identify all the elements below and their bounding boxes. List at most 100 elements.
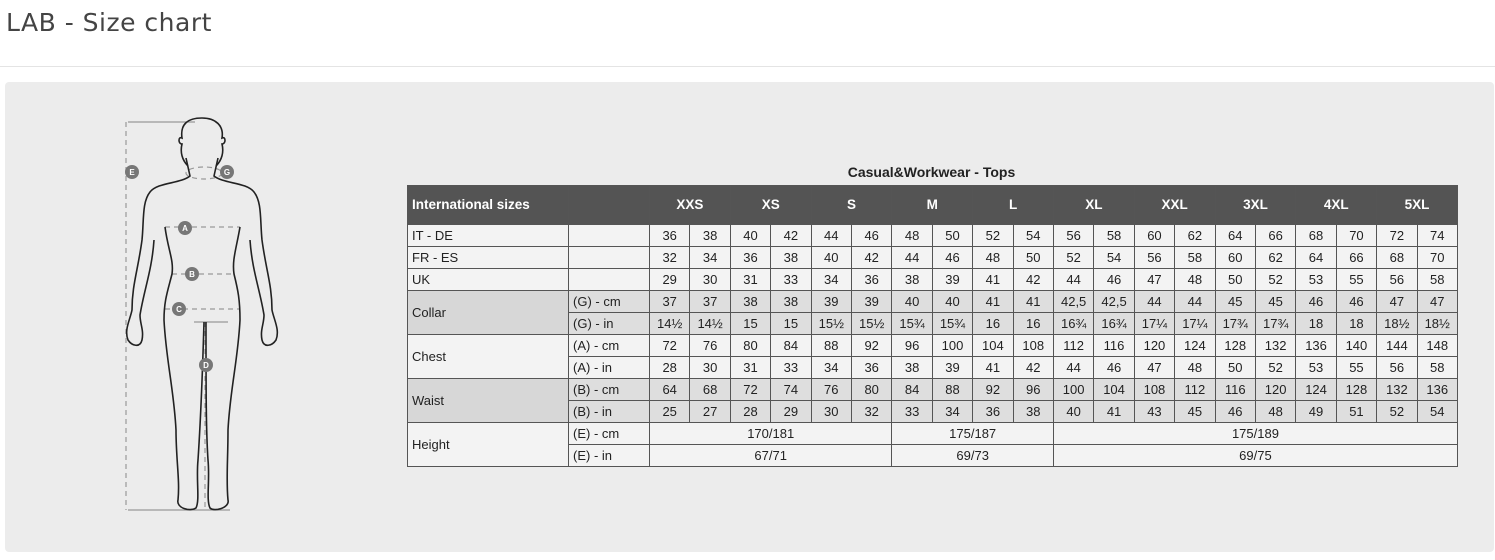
value-cell: 33 [770,356,812,379]
value-cell-span: 170/181 [648,422,893,445]
value-cell-span: 69/73 [891,444,1054,467]
value-cell: 80 [850,378,893,401]
value-cell: 44 [810,224,852,247]
value-cell: 42 [850,246,893,269]
value-cell: 32 [648,246,691,269]
value-cell: 136 [1416,378,1458,401]
row-unit [568,268,650,291]
row-unit: (G) - cm [568,290,650,313]
size-table: International sizes XXS XS S M L XL XXL 3XL 4XL 5X… [407,185,1458,467]
row-unit: (E) - in [568,444,650,467]
value-cell: 60 [1133,224,1176,247]
value-cell: 70 [1335,224,1378,247]
value-cell: 29 [648,268,691,291]
value-cell: 48 [1174,268,1216,291]
table-row: Height (E) - cm 170/181 175/187 175/189 [407,422,1458,467]
value-cell: 92 [972,378,1014,401]
value-cell: 46 [1093,356,1135,379]
value-cell: 84 [770,334,812,357]
value-cell: 88 [810,334,852,357]
value-cell: 41 [972,290,1014,313]
value-cell: 17¾ [1254,312,1297,335]
value-cell: 50 [931,224,974,247]
value-cell: 54 [1416,400,1458,423]
value-cell: 34 [689,246,731,269]
value-cell-span: 175/189 [1052,422,1458,445]
value-cell: 72 [729,378,772,401]
value-cell: 39 [810,290,852,313]
svg-text:D: D [203,361,209,370]
value-cell: 40 [891,290,933,313]
value-cell: 31 [729,356,772,379]
value-cell: 64 [1214,224,1256,247]
value-cell: 96 [891,334,933,357]
value-cell: 30 [810,400,852,423]
value-cell: 38 [1012,400,1054,423]
row-label: Waist [407,378,569,423]
marker-c [172,302,186,316]
value-cell: 36 [972,400,1014,423]
value-cell: 92 [850,334,893,357]
svg-text:G: G [224,168,230,177]
value-cell: 34 [810,356,852,379]
value-cell: 17¼ [1133,312,1176,335]
value-cell: 56 [1133,246,1176,269]
value-cell: 100 [1052,378,1095,401]
value-cell: 48 [891,224,933,247]
header-size-5xl: 5XL [1376,185,1458,225]
value-cell: 34 [810,268,852,291]
value-cell: 45 [1214,290,1256,313]
value-cell: 148 [1416,334,1458,357]
value-cell: 48 [972,246,1014,269]
value-cell: 42 [1012,268,1054,291]
value-cell: 124 [1295,378,1337,401]
value-cell: 50 [1214,268,1256,291]
value-cell: 39 [931,356,974,379]
value-cell: 54 [1093,246,1135,269]
table-row: Collar (G) - cm 37 37 38 38 39 39 40 40 41 41 42,5 42… [407,290,1458,335]
value-cell: 54 [1012,224,1054,247]
value-cell: 45 [1254,290,1297,313]
value-cell: 53 [1295,268,1337,291]
value-cell: 53 [1295,356,1337,379]
value-cell: 44 [1052,268,1095,291]
value-cell: 48 [1254,400,1297,423]
value-cell: 38 [729,290,772,313]
value-cell: 46 [850,224,893,247]
value-cell: 46 [1214,400,1256,423]
value-cell: 42,5 [1052,290,1095,313]
value-cell: 68 [689,378,731,401]
value-cell: 44 [1174,290,1216,313]
value-cell-span: 175/187 [891,422,1054,445]
value-cell: 140 [1335,334,1378,357]
value-cell: 72 [648,334,691,357]
value-cell: 49 [1295,400,1337,423]
row-label: IT - DE [407,224,569,247]
table-row: Chest (A) - cm 72 76 80 84 88 92 96 100 104 108 112 1… [407,334,1458,379]
value-cell: 40 [729,224,772,247]
row-unit: (G) - in [568,312,650,335]
value-cell: 29 [770,400,812,423]
header-size-xxl: XXL [1133,185,1216,225]
header-size-xl: XL [1052,185,1135,225]
value-cell-span: 67/71 [648,444,893,467]
value-cell: 58 [1174,246,1216,269]
value-cell: 47 [1416,290,1458,313]
value-cell: 56 [1376,268,1418,291]
value-cell: 74 [770,378,812,401]
svg-text:C: C [176,305,182,314]
header-size-4xl: 4XL [1295,185,1378,225]
value-cell: 33 [891,400,933,423]
row-label: UK [407,268,569,291]
value-cell: 64 [648,378,691,401]
value-cell: 15½ [810,312,852,335]
value-cell: 38 [891,356,933,379]
value-cell: 128 [1214,334,1256,357]
row-label: FR - ES [407,246,569,269]
value-cell: 38 [770,246,812,269]
value-cell: 16¾ [1052,312,1095,335]
value-cell: 15½ [850,312,893,335]
marker-e [125,165,139,179]
value-cell: 15¾ [931,312,974,335]
value-cell: 76 [689,334,731,357]
